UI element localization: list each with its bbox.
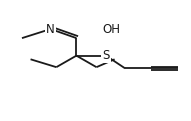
- Text: S: S: [102, 49, 110, 62]
- Text: OH: OH: [102, 23, 120, 36]
- Text: N: N: [46, 23, 55, 36]
